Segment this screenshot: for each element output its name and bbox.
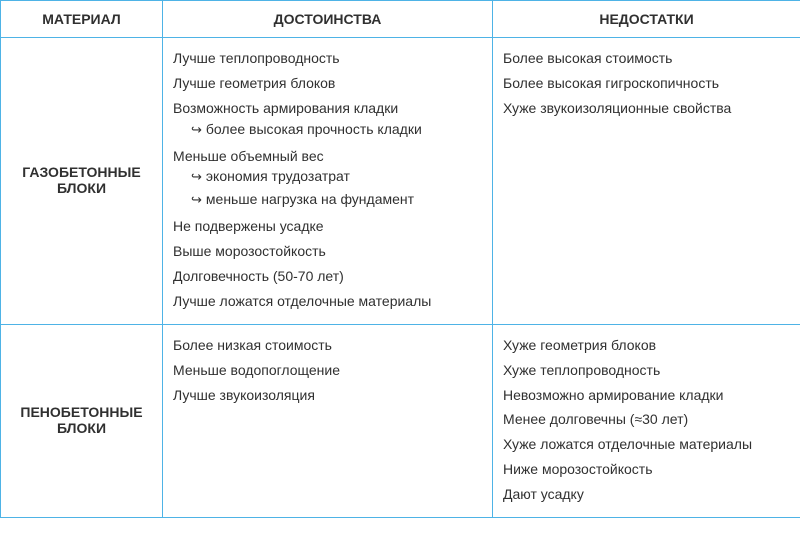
list-item: Долговечность (50-70 лет) [173,264,482,289]
list-item: Ниже морозостойкость [503,457,790,482]
material-cell: ПЕНОБЕТОННЫЕ БЛОКИ [1,324,163,517]
list-item: Меньше водопоглощение [173,358,482,383]
list-item: Лучше геометрия блоков [173,71,482,96]
col-header-cons: НЕДОСТАТКИ [493,1,800,38]
pros-cell: Более низкая стоимость Меньше водопоглощ… [163,324,493,517]
cons-cell: Хуже геометрия блоков Хуже теплопроводно… [493,324,800,517]
cons-cell: Более высокая стоимость Более высокая ги… [493,38,800,325]
sub-list-item: более высокая прочность кладки [191,118,482,141]
material-name-line1: ГАЗОБЕТОННЫЕ [11,164,152,180]
list-item: Возможность армирования кладки более выс… [173,96,482,144]
sub-list-item: меньше нагрузка на фундамент [191,188,482,211]
list-item: Лучше ложатся отделочные материалы [173,289,482,314]
comparison-table: МАТЕРИАЛ ДОСТОИНСТВА НЕДОСТАТКИ ГАЗОБЕТО… [0,0,800,518]
list-item: Меньше объемный вес экономия трудозатрат… [173,144,482,215]
col-header-pros: ДОСТОИНСТВА [163,1,493,38]
material-name-line2: БЛОКИ [11,180,152,196]
pros-list: Лучше теплопроводность Лучше геометрия б… [173,46,482,314]
pros-list: Более низкая стоимость Меньше водопоглощ… [173,333,482,408]
cons-list: Более высокая стоимость Более высокая ги… [503,46,790,121]
pros-cell: Лучше теплопроводность Лучше геометрия б… [163,38,493,325]
list-item: Выше морозостойкость [173,239,482,264]
list-item: Хуже звукоизоляционные свойства [503,96,790,121]
material-name-line1: ПЕНОБЕТОННЫЕ [11,404,152,420]
list-item: Менее долговечны (≈30 лет) [503,407,790,432]
list-item: Более низкая стоимость [173,333,482,358]
material-cell: ГАЗОБЕТОННЫЕ БЛОКИ [1,38,163,325]
cons-list: Хуже геометрия блоков Хуже теплопроводно… [503,333,790,507]
list-item-text: Меньше объемный вес [173,148,324,164]
list-item: Лучше теплопроводность [173,46,482,71]
sub-list: более высокая прочность кладки [173,118,482,141]
list-item: Дают усадку [503,482,790,507]
sub-list-item: экономия трудозатрат [191,165,482,188]
list-item: Более высокая гигроскопичность [503,71,790,96]
list-item: Невозможно армирование кладки [503,383,790,408]
list-item: Не подвержены усадке [173,214,482,239]
list-item: Лучше звукоизоляция [173,383,482,408]
table-row: ГАЗОБЕТОННЫЕ БЛОКИ Лучше теплопроводност… [1,38,800,325]
material-name-line2: БЛОКИ [11,420,152,436]
col-header-material: МАТЕРИАЛ [1,1,163,38]
list-item: Хуже геометрия блоков [503,333,790,358]
list-item: Хуже ложатся отделочные материалы [503,432,790,457]
table-header-row: МАТЕРИАЛ ДОСТОИНСТВА НЕДОСТАТКИ [1,1,800,38]
list-item: Более высокая стоимость [503,46,790,71]
list-item: Хуже теплопроводность [503,358,790,383]
table-row: ПЕНОБЕТОННЫЕ БЛОКИ Более низкая стоимост… [1,324,800,517]
sub-list: экономия трудозатрат меньше нагрузка на … [173,165,482,211]
list-item-text: Возможность армирования кладки [173,100,398,116]
